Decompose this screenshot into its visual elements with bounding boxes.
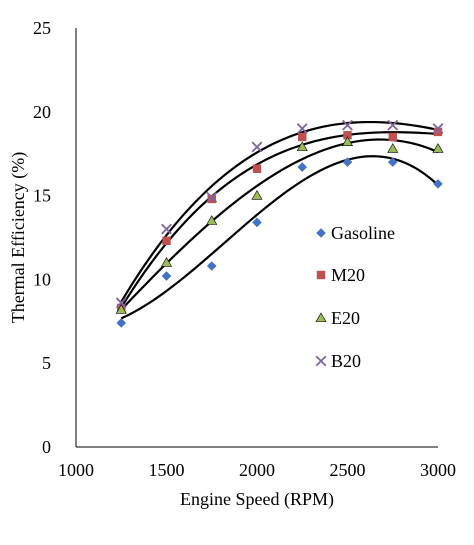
y-tick-label: 25 <box>33 18 51 38</box>
legend-label: M20 <box>331 265 365 285</box>
y-tick-label: 20 <box>33 102 51 122</box>
data-point <box>296 141 308 152</box>
y-axis-title: Thermal Efficiency (%) <box>8 152 29 324</box>
legend-label: E20 <box>331 308 360 328</box>
data-point <box>251 141 263 153</box>
data-point <box>343 131 352 140</box>
data-point <box>251 189 263 200</box>
x-tick-label: 3000 <box>420 460 456 480</box>
axes <box>75 28 438 448</box>
data-point <box>206 191 218 203</box>
legend-marker <box>316 228 326 238</box>
data-point <box>252 164 262 173</box>
y-tick-label: 5 <box>42 353 51 373</box>
legend-label: B20 <box>331 351 361 371</box>
data-point <box>342 157 353 167</box>
data-point <box>206 261 217 271</box>
data-point <box>161 271 172 281</box>
data-point <box>161 223 172 235</box>
data-point <box>432 143 444 153</box>
trendlines <box>120 120 439 320</box>
x-tick-label: 1500 <box>149 460 185 480</box>
data-points <box>115 119 444 328</box>
y-tick-label: 10 <box>33 269 51 289</box>
legend-marker <box>315 355 327 367</box>
y-tick-label: 15 <box>33 186 51 206</box>
data-point <box>115 297 127 309</box>
y-tick-labels: 0 5 10 15 20 25 <box>33 18 51 457</box>
data-point <box>162 236 171 246</box>
data-point <box>116 318 127 328</box>
legend-label: Gasoline <box>331 223 395 243</box>
legend-marker <box>316 270 326 280</box>
trendline <box>120 155 439 320</box>
data-point <box>387 119 399 131</box>
x-tick-label: 2500 <box>330 460 366 480</box>
data-point <box>115 303 127 314</box>
legend-marker <box>315 312 327 323</box>
legend: Gasoline M20 E20 B20 <box>315 223 395 371</box>
x-tick-label: 2000 <box>239 460 275 480</box>
data-point <box>297 162 308 172</box>
data-point <box>252 217 262 228</box>
data-point <box>342 119 353 131</box>
trendline <box>120 131 439 309</box>
data-point <box>388 132 397 142</box>
trendline <box>120 138 439 311</box>
data-point <box>387 157 398 167</box>
data-point <box>206 215 218 225</box>
x-axis-title: Engine Speed (RPM) <box>180 489 334 510</box>
data-point <box>298 132 307 142</box>
trendline <box>120 120 439 303</box>
data-point <box>207 194 216 204</box>
data-point <box>341 136 354 147</box>
data-point <box>432 123 444 134</box>
data-point <box>433 179 443 189</box>
x-tick-label: 1000 <box>58 460 94 480</box>
data-point <box>296 123 308 134</box>
x-tick-labels: 1000 1500 2000 2500 3000 <box>58 460 456 480</box>
y-tick-label: 0 <box>42 437 51 457</box>
data-point <box>433 127 443 137</box>
data-point <box>387 143 399 153</box>
data-point <box>160 257 173 267</box>
